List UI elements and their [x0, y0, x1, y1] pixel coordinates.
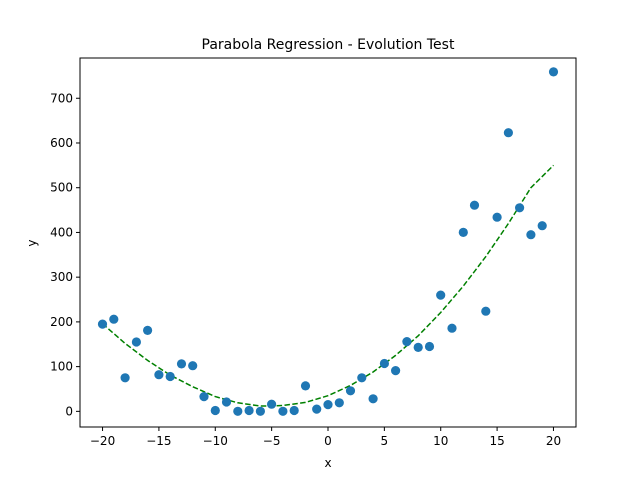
data-point: [413, 342, 423, 352]
fit-curve: [102, 164, 555, 407]
data-point: [165, 371, 175, 382]
x-tick-label: 10: [433, 434, 448, 448]
data-point: [312, 404, 322, 414]
plot-area: [80, 58, 576, 427]
data-point: [334, 398, 344, 408]
data-point: [548, 67, 559, 77]
data-point: [503, 128, 513, 138]
data-point: [120, 373, 130, 383]
data-point: [458, 227, 468, 237]
points-layer: [97, 67, 559, 416]
y-tick-label: 300: [50, 270, 73, 284]
data-point: [210, 405, 220, 416]
data-point: [267, 399, 277, 409]
y-axis-ticks: 0 100 200 300 400 500 600 700: [50, 91, 80, 418]
x-tick-label: −20: [90, 434, 115, 448]
chart-title: Parabola Regression - Evolution Test: [202, 37, 455, 53]
y-axis-label: y: [25, 239, 39, 246]
data-point: [391, 366, 401, 376]
x-tick-label: 0: [324, 434, 332, 448]
data-point: [154, 370, 164, 380]
y-tick-label: 100: [50, 360, 73, 374]
y-tick-label: 200: [50, 315, 73, 329]
y-tick-label: 400: [50, 225, 73, 239]
data-point: [300, 381, 311, 391]
x-tick-label: 20: [546, 434, 561, 448]
data-point: [143, 325, 153, 335]
data-point: [233, 406, 243, 416]
data-point: [368, 394, 378, 404]
y-tick-label: 0: [65, 404, 73, 418]
y-tick-label: 700: [50, 91, 73, 105]
data-point: [379, 358, 389, 369]
data-point: [345, 386, 356, 396]
data-point: [515, 203, 525, 213]
x-tick-label: 15: [489, 434, 504, 448]
data-point: [402, 337, 412, 347]
data-point: [424, 341, 435, 352]
data-point: [188, 361, 198, 371]
data-point: [255, 406, 265, 416]
data-point: [526, 230, 536, 240]
data-point: [131, 337, 141, 347]
data-point: [176, 359, 187, 369]
x-tick-label: −10: [203, 434, 228, 448]
y-tick-label: 600: [50, 136, 73, 150]
data-point: [492, 212, 502, 222]
data-point: [221, 397, 232, 407]
data-point: [436, 290, 446, 300]
data-point: [278, 406, 288, 416]
data-point: [481, 306, 491, 316]
data-point: [469, 200, 480, 210]
data-point: [447, 323, 457, 333]
x-tick-label: −5: [263, 434, 281, 448]
data-point: [537, 221, 547, 231]
x-tick-label: −15: [146, 434, 171, 448]
data-point: [199, 392, 209, 402]
x-tick-label: 5: [381, 434, 389, 448]
data-point: [97, 319, 108, 329]
y-tick-label: 500: [50, 181, 73, 195]
fit-layer: [102, 164, 555, 407]
x-axis-ticks: −20 −15 −10 −5 0 5 10 15 20: [90, 427, 561, 448]
data-point: [357, 373, 367, 383]
data-point: [289, 405, 299, 416]
x-axis-label: x: [324, 456, 331, 470]
data-point: [109, 314, 119, 324]
data-point: [244, 405, 254, 416]
data-point: [323, 400, 333, 410]
